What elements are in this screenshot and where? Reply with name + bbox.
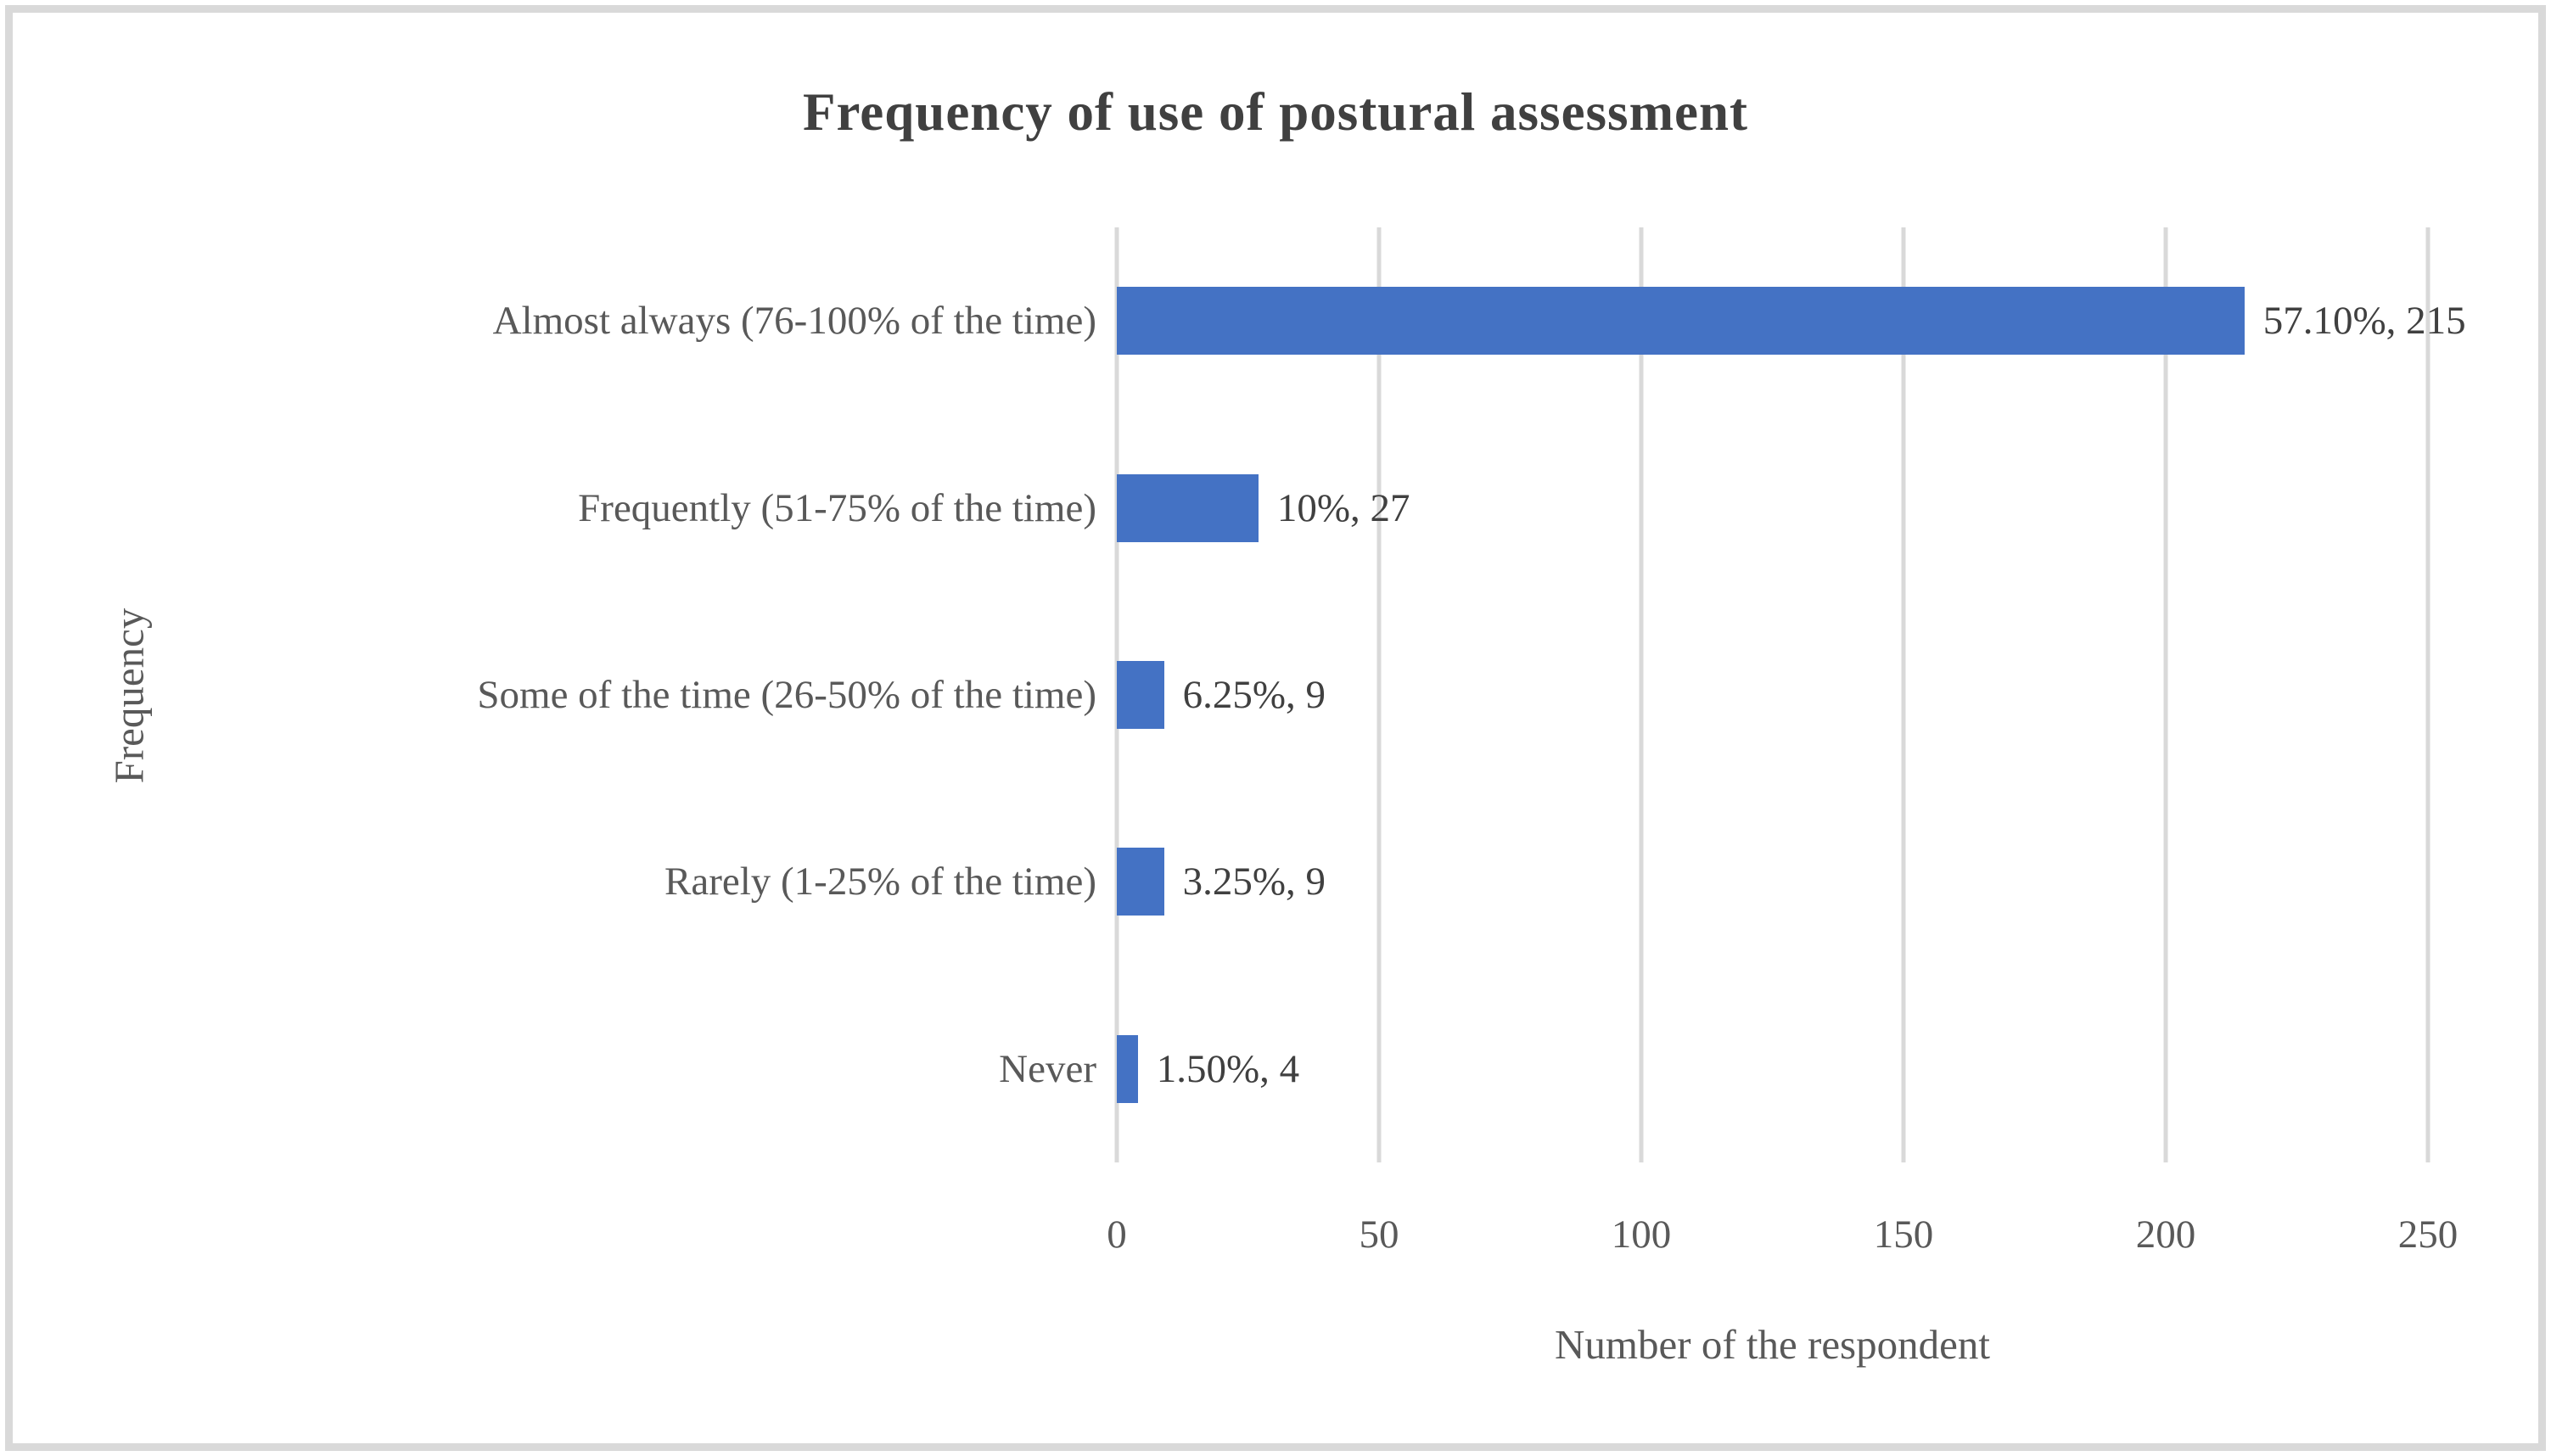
x-axis-tick-label: 200 <box>2135 1212 2196 1257</box>
x-axis-title: Number of the respondent <box>1555 1321 1990 1368</box>
bar-data-label: 57.10%, 215 <box>2262 299 2466 344</box>
bar-row: 57.10%, 215 <box>1117 227 2466 414</box>
bar-row: 3.25%, 9 <box>1117 788 2428 975</box>
gridline <box>1639 227 1644 1162</box>
category-label: Never <box>999 1046 1096 1091</box>
category-axis: Almost always (76-100% of the time) Frequ… <box>34 227 1096 1162</box>
bar-data-label: 3.25%, 9 <box>1182 860 1326 904</box>
gridline <box>1901 227 1906 1162</box>
x-axis-tick-label: 50 <box>1359 1212 1399 1257</box>
category-label: Some of the time (26-50% of the time) <box>477 672 1096 717</box>
gridline <box>2163 227 2168 1162</box>
bar <box>1117 287 2245 356</box>
plot-area: 57.10%, 215 10%, 27 6.25%, 9 3.25%, 9 1.50%,… <box>1114 227 2466 1162</box>
x-axis-tick-label: 250 <box>2397 1212 2458 1257</box>
bar <box>1117 660 1164 729</box>
bar-data-label: 6.25%, 9 <box>1182 672 1326 717</box>
category-label: Frequently (51-75% of the time) <box>578 485 1096 530</box>
bar <box>1117 473 1259 542</box>
category-label: Rarely (1-25% of the time) <box>664 860 1096 904</box>
category-label: Almost always (76-100% of the time) <box>492 299 1096 344</box>
bar-row: 1.50%, 4 <box>1117 976 2428 1162</box>
x-axis-tick-label: 150 <box>1873 1212 1934 1257</box>
bar-data-label: 10%, 27 <box>1276 485 1410 530</box>
chart-title: Frequency of use of postural assessment <box>802 82 1749 142</box>
y-axis-title: Frequency <box>105 608 153 784</box>
x-axis-ticks: 0 50 100 150 200 250 <box>1107 1212 2458 1271</box>
bar-row: 6.25%, 9 <box>1117 602 2428 788</box>
gridline <box>1376 227 1382 1162</box>
bar <box>1117 1034 1138 1103</box>
x-axis-tick-label: 0 <box>1107 1212 1127 1257</box>
bar <box>1117 848 1164 916</box>
bar-data-label: 1.50%, 4 <box>1156 1046 1300 1091</box>
gridline <box>2425 227 2430 1162</box>
bar-row: 10%, 27 <box>1117 414 2428 601</box>
x-axis-tick-label: 100 <box>1611 1212 1672 1257</box>
